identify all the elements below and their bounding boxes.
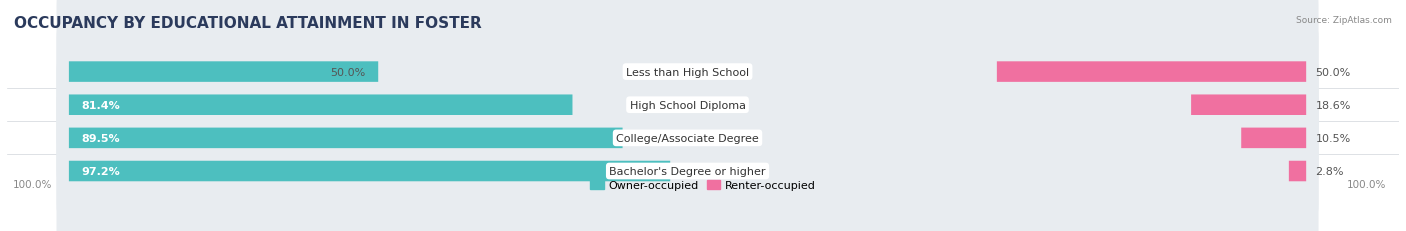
Text: OCCUPANCY BY EDUCATIONAL ATTAINMENT IN FOSTER: OCCUPANCY BY EDUCATIONAL ATTAINMENT IN F… — [14, 16, 482, 31]
Text: 89.5%: 89.5% — [82, 133, 120, 143]
Text: 81.4%: 81.4% — [82, 100, 120, 110]
Legend: Owner-occupied, Renter-occupied: Owner-occupied, Renter-occupied — [586, 176, 820, 195]
FancyBboxPatch shape — [1241, 128, 1306, 149]
Text: High School Diploma: High School Diploma — [630, 100, 745, 110]
Text: Bachelor's Degree or higher: Bachelor's Degree or higher — [609, 166, 766, 176]
FancyBboxPatch shape — [69, 161, 671, 182]
Text: 50.0%: 50.0% — [1316, 67, 1351, 77]
Text: 18.6%: 18.6% — [1316, 100, 1351, 110]
Text: 100.0%: 100.0% — [1347, 179, 1386, 189]
FancyBboxPatch shape — [1289, 161, 1306, 182]
FancyBboxPatch shape — [69, 62, 378, 82]
Text: 50.0%: 50.0% — [330, 67, 366, 77]
FancyBboxPatch shape — [69, 95, 572, 116]
FancyBboxPatch shape — [997, 62, 1306, 82]
FancyBboxPatch shape — [56, 0, 1319, 149]
Text: 10.5%: 10.5% — [1316, 133, 1351, 143]
Text: 2.8%: 2.8% — [1316, 166, 1344, 176]
FancyBboxPatch shape — [56, 95, 1319, 231]
Text: College/Associate Degree: College/Associate Degree — [616, 133, 759, 143]
Text: 97.2%: 97.2% — [82, 166, 120, 176]
FancyBboxPatch shape — [1191, 95, 1306, 116]
FancyBboxPatch shape — [69, 128, 623, 149]
Text: Source: ZipAtlas.com: Source: ZipAtlas.com — [1296, 16, 1392, 25]
Text: Less than High School: Less than High School — [626, 67, 749, 77]
Text: 100.0%: 100.0% — [13, 179, 52, 189]
FancyBboxPatch shape — [56, 62, 1319, 215]
FancyBboxPatch shape — [56, 29, 1319, 182]
